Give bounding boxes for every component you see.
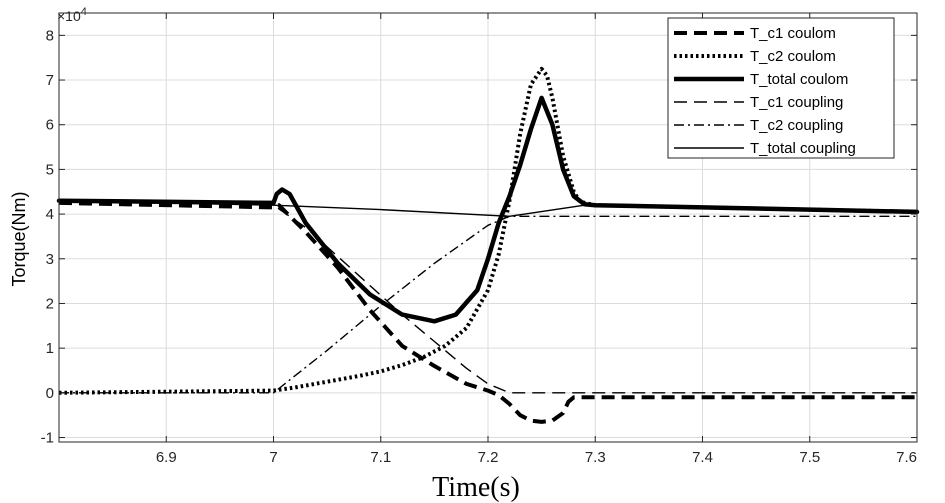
x-tick-label: 7.5	[799, 449, 820, 466]
legend-box	[667, 17, 895, 159]
legend-label-t-c2-coupling: T_c2 coupling	[750, 117, 843, 134]
y-axis-label: Torque(Nm)	[9, 191, 29, 286]
legend-label-t-c1-coupling: T_c1 coupling	[750, 94, 843, 111]
legend-label-t-c1-coulom: T_c1 coulom	[750, 25, 836, 42]
series-line-t-c1-coulom	[58, 200, 917, 424]
y-tick-label: 8	[46, 27, 54, 44]
axis-ticks	[59, 13, 918, 442]
y-tick-label: 1	[46, 340, 54, 357]
series-line-t-c2-coupling	[59, 215, 917, 394]
x-tick-label: 7.6	[896, 449, 917, 466]
y-tick-label: 2	[46, 295, 54, 312]
y-tick-label: 5	[46, 161, 54, 178]
legend-label-t-total-coulom: T_total coulom	[750, 71, 848, 88]
y-exponent-label: ×104	[57, 6, 87, 24]
series-layer	[56, 66, 920, 424]
y-tick-label: 3	[46, 251, 54, 268]
series-line-t-total-coulom	[56, 95, 920, 324]
x-axis-label: Time(s)	[432, 472, 520, 503]
legend-label-t-c2-coulom: T_c2 coulom	[750, 48, 836, 65]
x-tick-label: 6.9	[156, 449, 177, 466]
x-tick-label: 7.2	[478, 449, 499, 466]
legend: T_c1 coulom T_c2 coulom T_total coulom T_c1…	[667, 17, 895, 159]
y-tick-label: 7	[46, 72, 54, 89]
y-tick-label: 0	[46, 385, 54, 402]
y-tick-label: 6	[46, 117, 54, 134]
y-tick-label: -1	[41, 430, 54, 447]
y-tick-labels: -1 0 1 2 3 4 5 6 7 8	[41, 27, 54, 446]
legend-label-t-total-coupling: T_total coupling	[750, 140, 856, 157]
x-tick-label: 7.4	[692, 449, 713, 466]
y-tick-label: 4	[46, 206, 54, 223]
x-tick-label: 7.1	[370, 449, 391, 466]
x-tick-labels: 6.9 7 7.1 7.2 7.3 7.4 7.5 7.6	[156, 449, 917, 466]
x-tick-label: 7.3	[585, 449, 606, 466]
x-tick-label: 7	[269, 449, 277, 466]
